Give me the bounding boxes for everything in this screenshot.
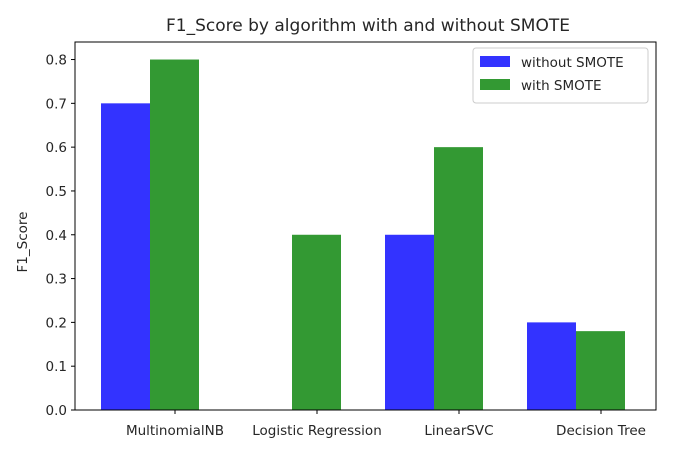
bar-without-smote-decision-tree	[527, 322, 576, 410]
bars-group	[101, 59, 625, 411]
bar-with-smote-linearsvc	[434, 147, 483, 410]
y-tick-label: 0.8	[46, 53, 67, 69]
chart-title: F1_Score by algorithm with and without S…	[166, 16, 570, 36]
legend-swatch	[480, 56, 510, 67]
y-tick-label: 0.2	[46, 315, 67, 331]
legend-label: without SMOTE	[521, 55, 624, 71]
legend: without SMOTE with SMOTE	[472, 47, 649, 104]
legend-box	[472, 47, 649, 104]
y-tick-label: 0.5	[46, 184, 67, 200]
x-axis-ticks: MultinomialNB Logistic Regression LinearSV…	[126, 410, 646, 439]
bar-with-smote-logistic-regression	[292, 234, 341, 410]
y-axis-label: F1_Score	[15, 212, 31, 273]
y-axis-ticks: 0.0 0.1 0.2 0.3 0.4 0.5 0.6 0.7 0.8	[46, 53, 75, 419]
legend-label: with SMOTE	[521, 78, 602, 94]
x-tick-label: Logistic Regression	[252, 423, 382, 439]
bar-without-smote-multinomialnb	[101, 103, 150, 410]
x-tick-label: Decision Tree	[556, 423, 646, 439]
bar-without-smote-linearsvc	[385, 234, 434, 410]
x-tick-label: LinearSVC	[424, 423, 493, 439]
y-tick-label: 0.3	[46, 272, 67, 288]
bar-with-smote-multinomialnb	[150, 59, 199, 411]
x-tick-label: MultinomialNB	[126, 423, 224, 439]
y-tick-label: 0.6	[46, 140, 67, 156]
plot-frame	[74, 41, 657, 411]
bar-with-smote-decision-tree	[576, 331, 625, 410]
y-tick-label: 0.4	[46, 228, 67, 244]
y-tick-label: 0.7	[46, 96, 67, 112]
y-tick-label: 0.0	[46, 403, 67, 419]
legend-swatch	[480, 79, 510, 90]
y-tick-label: 0.1	[46, 359, 67, 375]
